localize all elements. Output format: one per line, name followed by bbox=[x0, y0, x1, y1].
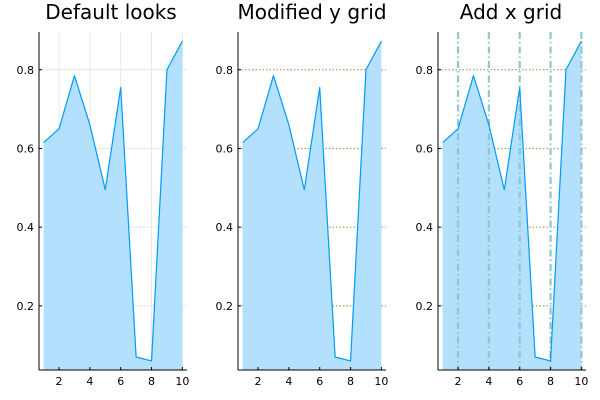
y-tick-label: 0.4 bbox=[416, 221, 434, 234]
area-fill bbox=[43, 41, 183, 371]
x-tick-label: 4 bbox=[485, 375, 492, 388]
area-fill bbox=[242, 41, 382, 371]
series-line bbox=[43, 40, 183, 362]
y-tick-label: 0.8 bbox=[216, 64, 234, 77]
x-tick-label: 2 bbox=[455, 375, 462, 388]
y-tick-label: 0.8 bbox=[17, 64, 35, 77]
y-tick-label: 0.8 bbox=[416, 64, 434, 77]
x-tick-label: 6 bbox=[516, 375, 523, 388]
x-tick-label: 10 bbox=[175, 375, 189, 388]
x-tick-label: 8 bbox=[148, 375, 155, 388]
x-tick-label: 4 bbox=[86, 375, 93, 388]
x-tick-label: 6 bbox=[316, 375, 323, 388]
subplot-3: 0.2 0.4 0.6 0.8 2 4 6 8 10 Add x grid bbox=[416, 0, 589, 388]
x-tick-label: 10 bbox=[574, 375, 588, 388]
chart-title: Add x grid bbox=[460, 0, 562, 24]
y-tick-label: 0.6 bbox=[17, 142, 35, 155]
series-line bbox=[442, 40, 582, 362]
area-fill bbox=[442, 41, 582, 371]
x-tick-label: 2 bbox=[255, 375, 262, 388]
x-tick-label: 2 bbox=[56, 375, 63, 388]
subplot-1: 0.2 0.4 0.6 0.8 2 4 6 8 10 Default looks bbox=[17, 0, 190, 388]
series-line bbox=[242, 40, 382, 362]
x-tick-label: 8 bbox=[347, 375, 354, 388]
subplot-2: 0.2 0.4 0.6 0.8 2 4 6 8 10 Modified y grid bbox=[216, 0, 389, 388]
x-tick-label: 10 bbox=[374, 375, 388, 388]
y-tick-label: 0.6 bbox=[416, 142, 434, 155]
x-tick-label: 8 bbox=[547, 375, 554, 388]
y-tick-label: 0.2 bbox=[416, 300, 434, 313]
y-tick-label: 0.4 bbox=[17, 221, 35, 234]
chart-title: Default looks bbox=[45, 0, 176, 24]
y-tick-label: 0.4 bbox=[216, 221, 234, 234]
y-tick-label: 0.6 bbox=[216, 142, 234, 155]
x-tick-label: 4 bbox=[285, 375, 292, 388]
y-tick-label: 0.2 bbox=[216, 300, 234, 313]
chart-title: Modified y grid bbox=[237, 0, 386, 24]
y-tick-label: 0.2 bbox=[17, 300, 35, 313]
x-tick-label: 6 bbox=[117, 375, 124, 388]
